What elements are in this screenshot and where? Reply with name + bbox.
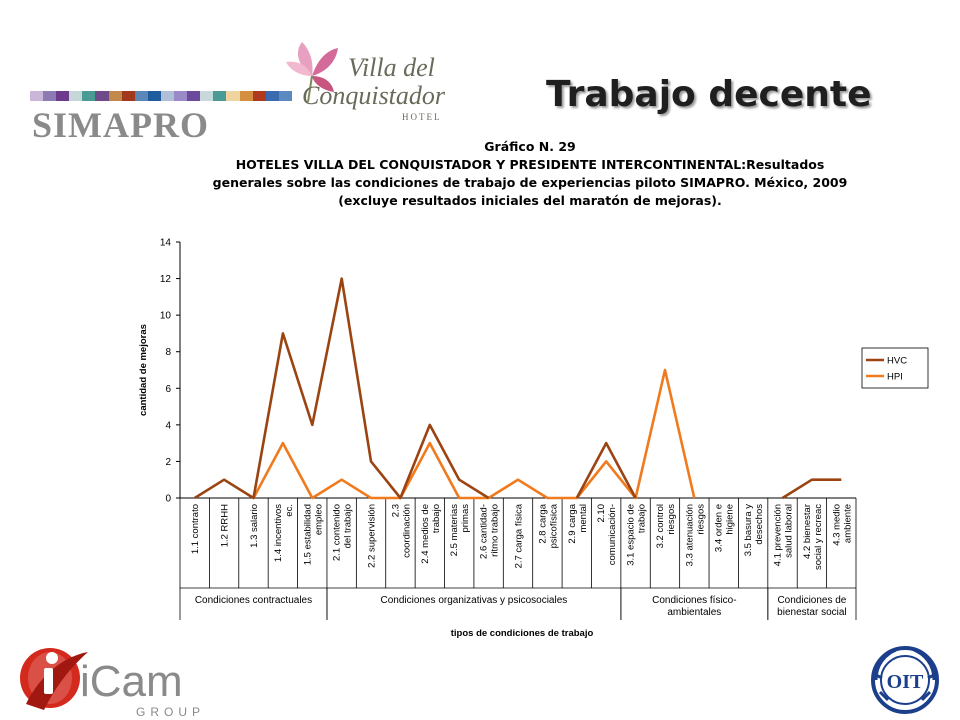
series-line-hvc bbox=[575, 441, 637, 499]
category-label: 1.5 estabilidadempleo bbox=[302, 504, 324, 565]
series-line-hvc bbox=[194, 277, 490, 500]
flower-icon bbox=[286, 42, 338, 103]
color-strip-segment bbox=[239, 91, 253, 101]
chart-title-line-3: generales sobre las condiciones de traba… bbox=[212, 175, 848, 190]
color-strip-segment bbox=[30, 91, 44, 101]
y-tick-label: 14 bbox=[160, 238, 172, 249]
category-label: 2.5 materiasprimas bbox=[449, 504, 471, 557]
oit-logo: OIT bbox=[871, 646, 939, 714]
group-label: Condiciones físico-ambientales bbox=[652, 595, 736, 618]
hotel-logo-line1: Villa del bbox=[348, 53, 435, 82]
group-label: Condiciones organizativas y psicosociale… bbox=[381, 595, 568, 606]
color-strip-segment bbox=[213, 91, 227, 101]
category-label: 3.1 espacio detrabajo bbox=[626, 504, 648, 566]
category-label: 4.3 medioambiente bbox=[831, 504, 853, 546]
category-label: 2.9 cargamental bbox=[567, 503, 589, 543]
category-label: 3.3 atenuaciónriesgos bbox=[684, 504, 706, 567]
color-strip-segment bbox=[278, 91, 292, 101]
chart-title-line-4: (excluye resultados iniciales del marató… bbox=[338, 193, 722, 208]
group-label: Condiciones de bienestar social bbox=[777, 595, 847, 618]
icam-group-text: GROUP bbox=[136, 705, 205, 719]
category-label: 3.5 basura ydesechos bbox=[743, 504, 765, 557]
color-strip-segment bbox=[187, 91, 201, 101]
icam-swoosh-icon bbox=[20, 648, 88, 710]
series-line-hvc bbox=[781, 478, 842, 500]
color-strip bbox=[30, 91, 292, 101]
chart-title-line-2: HOTELES VILLA DEL CONQUISTADOR Y PRESIDE… bbox=[235, 157, 825, 172]
simapro-logo: SIMAPRO bbox=[32, 105, 209, 145]
category-label: 1.1 contrato bbox=[190, 504, 201, 554]
y-tick-label: 6 bbox=[165, 384, 171, 395]
category-label: 3.4 orden ehigiene bbox=[714, 504, 736, 552]
color-strip-segment bbox=[43, 91, 57, 101]
category-label: 2.4 medios detrabajo bbox=[420, 504, 442, 564]
chart-title-line-1: Gráfico N. 29 bbox=[484, 139, 576, 154]
y-tick-label: 12 bbox=[160, 274, 172, 285]
category-label: 3.2 controlriesgos bbox=[655, 504, 677, 549]
y-tick-label: 10 bbox=[160, 311, 172, 322]
category-label: 1.4 incentivosec. bbox=[273, 504, 295, 562]
category-label: 2.7 carga física bbox=[514, 503, 525, 568]
hotel-logo-line2: Conquistador bbox=[302, 81, 446, 110]
y-tick-label: 8 bbox=[165, 347, 171, 358]
color-strip-segment bbox=[69, 91, 83, 101]
color-strip-segment bbox=[56, 91, 70, 101]
y-axis-label: cantidad de mejoras bbox=[138, 324, 149, 416]
legend-box bbox=[861, 347, 929, 389]
category-label: 2.8 cargapsicofísica bbox=[537, 503, 559, 548]
category-label: 4.1 prevenciónsalud laboral bbox=[773, 504, 795, 566]
icam-group-logo: iCam GROUP bbox=[20, 648, 205, 719]
legend-label-hpi: HPI bbox=[887, 372, 903, 383]
villa-del-conquistador-logo: Villa del Conquistador HOTEL bbox=[286, 42, 446, 122]
group-label: Condiciones contractuales bbox=[195, 595, 312, 606]
color-strip-segment bbox=[108, 91, 122, 101]
legend-label-hvc: HVC bbox=[887, 356, 907, 367]
series-line-hpi bbox=[252, 368, 696, 500]
color-strip-segment bbox=[160, 91, 175, 101]
slide-title: Trabajo decente bbox=[546, 74, 872, 115]
hotel-logo-line3: HOTEL bbox=[402, 112, 442, 122]
category-label: 1.2 RRHH bbox=[220, 504, 231, 547]
color-strip-segment bbox=[265, 91, 279, 101]
color-strip-segment bbox=[174, 91, 188, 101]
color-strip-segment bbox=[252, 91, 266, 101]
y-tick-label: 2 bbox=[165, 457, 171, 468]
color-strip-segment bbox=[82, 91, 96, 101]
color-strip-segment bbox=[226, 91, 240, 101]
color-strip-segment bbox=[200, 91, 214, 101]
category-label: 2.1 contenidodel trabajo bbox=[332, 504, 354, 561]
color-strip-segment bbox=[95, 91, 109, 101]
category-label: 2.2 supervisión bbox=[367, 504, 378, 568]
category-label: 2.6 cantidad-ritmo trabajo bbox=[479, 504, 501, 559]
color-strip-segment bbox=[121, 91, 135, 101]
category-label: 1.3 salario bbox=[249, 504, 260, 548]
icam-wordmark: iCam bbox=[80, 657, 183, 706]
y-tick-label: 4 bbox=[165, 420, 171, 431]
oit-text: OIT bbox=[887, 671, 924, 693]
category-label: 2.10comunicación- bbox=[596, 504, 618, 565]
y-tick-label: 0 bbox=[165, 494, 171, 505]
x-axis-label: tipos de condiciones de trabajo bbox=[451, 628, 594, 639]
oit-laurel-icon bbox=[871, 646, 939, 714]
category-label: 4.2 bienestarsocial y recreac bbox=[802, 504, 824, 570]
color-strip-segment bbox=[147, 91, 161, 101]
color-strip-segment bbox=[134, 91, 148, 101]
category-label: 2.3coordinación bbox=[390, 504, 412, 558]
